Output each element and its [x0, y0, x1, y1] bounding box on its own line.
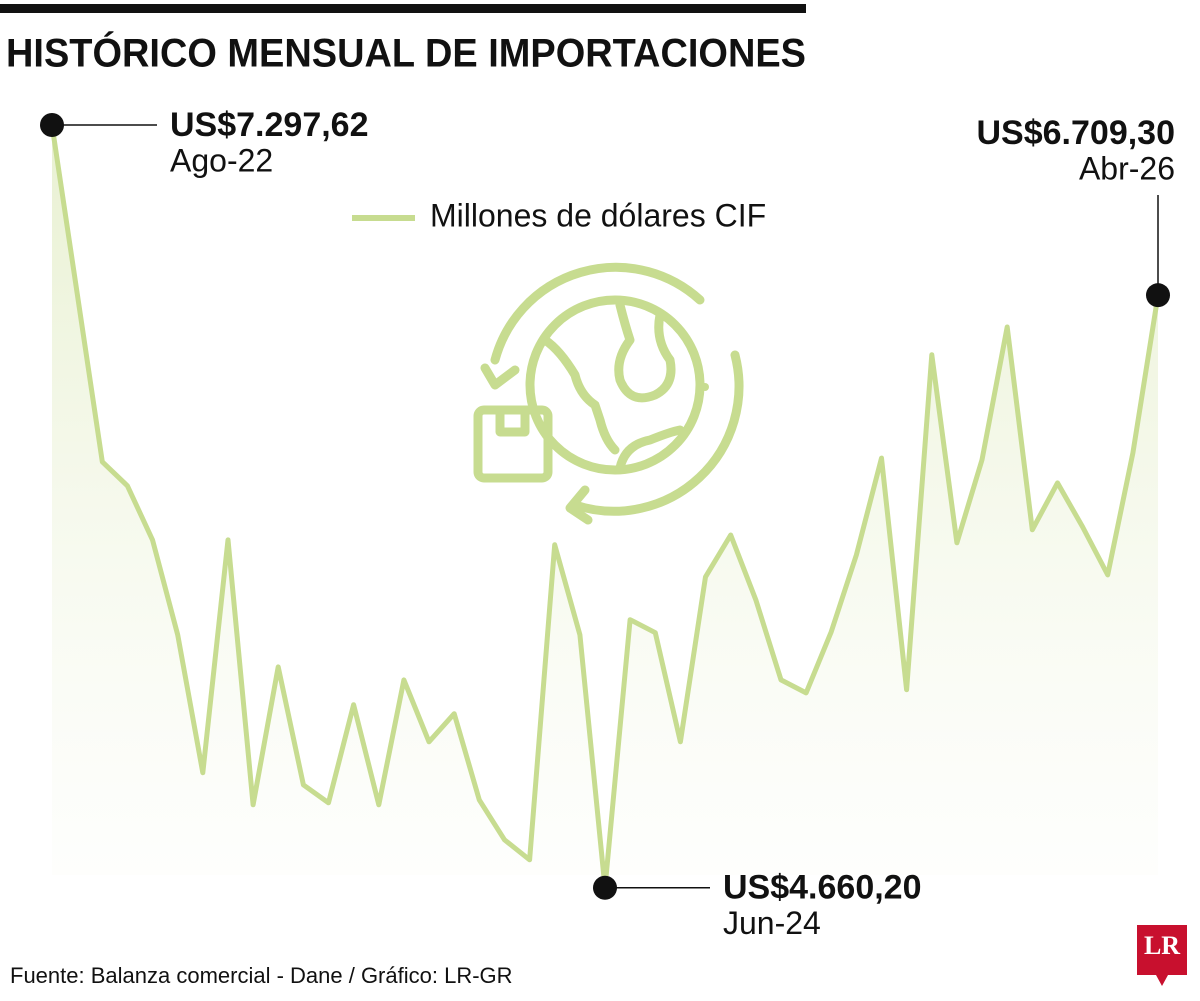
legend-label: Millones de dólares CIF [430, 197, 766, 233]
point [40, 113, 64, 138]
globe-dot [701, 383, 709, 391]
point [593, 875, 617, 900]
date-label: Jun-24 [723, 905, 821, 941]
logo-box [1137, 925, 1187, 986]
area [52, 125, 1158, 888]
source: Fuente: Balanza comercial - Dane / Gráfi… [10, 963, 513, 988]
chart-title: HISTÓRICO MENSUAL DE IMPORTACIONES [6, 30, 806, 76]
title-bar [0, 4, 806, 13]
globe-icon [473, 262, 744, 525]
value-label: US$6.709,30 [977, 114, 1176, 152]
value-label: US$7.297,62 [170, 106, 369, 144]
point [1146, 283, 1170, 308]
plot [49, 124, 1161, 891]
date-label: Ago-22 [170, 142, 273, 178]
logo: LR [1144, 931, 1180, 960]
date-label: Abr-26 [1079, 150, 1175, 186]
value-label: US$4.660,20 [723, 869, 922, 907]
